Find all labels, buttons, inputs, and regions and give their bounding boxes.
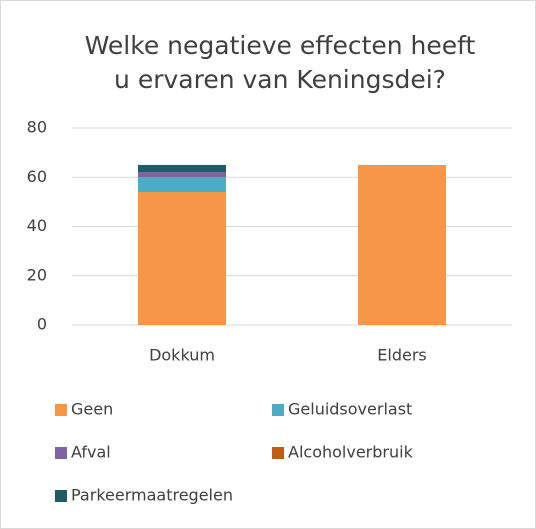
legend-label: Geen: [71, 400, 113, 419]
y-tick-label: 80: [27, 118, 47, 137]
legend-label: Afval: [71, 443, 111, 462]
bar-segment: [138, 192, 226, 325]
legend-label: Geluidsoverlast: [288, 400, 412, 419]
legend-swatch: [55, 490, 67, 502]
bar-segment: [138, 177, 226, 193]
bar-segment: [358, 164, 446, 325]
chart-title: Welke negatieve effecten heeft: [85, 31, 476, 60]
y-tick-label: 60: [27, 167, 47, 186]
y-tick-label: 0: [37, 315, 47, 334]
x-tick-label: Elders: [377, 346, 426, 365]
legend-swatch: [55, 447, 67, 459]
x-tick-label: Dokkum: [149, 346, 215, 365]
legend-label: Alcoholverbruik: [288, 443, 414, 462]
legend-label: Parkeermaatregelen: [71, 486, 233, 505]
legend-swatch: [272, 404, 284, 416]
y-tick-label: 40: [27, 216, 47, 235]
bar-segment: [138, 172, 226, 178]
y-tick-label: 20: [27, 265, 47, 284]
legend-swatch: [272, 447, 284, 459]
bar-segment: [138, 164, 226, 173]
chart-title: u ervaren van Keningsdei?: [114, 65, 446, 94]
legend-swatch: [55, 404, 67, 416]
